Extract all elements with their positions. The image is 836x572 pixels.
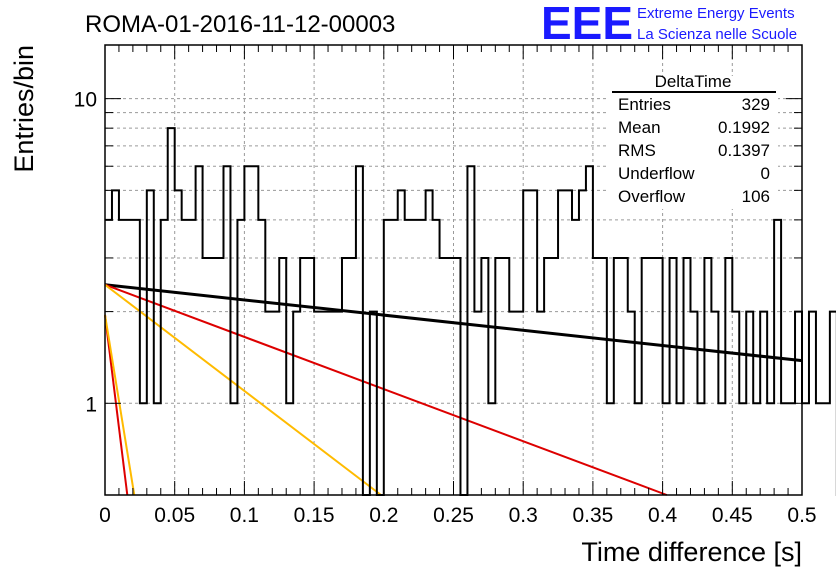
fit-curve (104, 314, 136, 496)
fit-curves (104, 283, 803, 496)
stats-value: 0 (761, 164, 770, 183)
x-tick-label: 0.5 (787, 504, 816, 527)
fit-curve (104, 283, 803, 363)
x-tick-label: 0.05 (154, 504, 195, 527)
y-axis-label: Entries/bin (9, 45, 39, 173)
x-tick-label: 0.15 (294, 504, 335, 527)
x-tick-label: 0.25 (433, 504, 474, 527)
stats-label: RMS (618, 141, 656, 160)
stats-label: Overflow (618, 187, 686, 206)
axes: 0 0.05 0.1 0.15 0.2 0.25 0.3 0.35 0.4 0.45 0.5 1 10 (74, 45, 817, 527)
fit-curve (104, 283, 382, 496)
x-tick-label: 0.3 (509, 504, 538, 527)
fit-curve (104, 283, 668, 496)
x-axis-label: Time difference [s] (581, 537, 802, 567)
stats-value: 0.1397 (718, 141, 770, 160)
x-tick-label: 0.35 (572, 504, 613, 527)
y-tick-label: 1 (85, 393, 97, 416)
logo-mark: EEE (541, 0, 633, 49)
stats-label: Mean (618, 118, 661, 137)
stats-value: 0.1992 (718, 118, 770, 137)
x-tick-label: 0.4 (648, 504, 678, 527)
stats-value: 106 (742, 187, 770, 206)
logo-line-1: Extreme Energy Events (637, 5, 795, 22)
stats-box: DeltaTime Entries 329 Mean 0.1992 RMS 0.… (608, 72, 778, 209)
stats-title: DeltaTime (655, 72, 732, 91)
stats-label: Underflow (618, 164, 695, 183)
logo-line-2: La Scienza nelle Scuole (637, 26, 797, 43)
stats-value: 329 (742, 95, 770, 114)
stats-label: Entries (618, 95, 671, 114)
fit-curve (104, 314, 129, 496)
x-tick-label: 0.2 (369, 504, 398, 527)
y-tick-label: 10 (74, 89, 97, 112)
x-tick-label: 0 (99, 504, 111, 527)
x-tick-label: 0.1 (230, 504, 259, 527)
x-tick-label: 0.45 (712, 504, 753, 527)
chart-title: ROMA-01-2016-11-12-00003 (85, 11, 395, 38)
